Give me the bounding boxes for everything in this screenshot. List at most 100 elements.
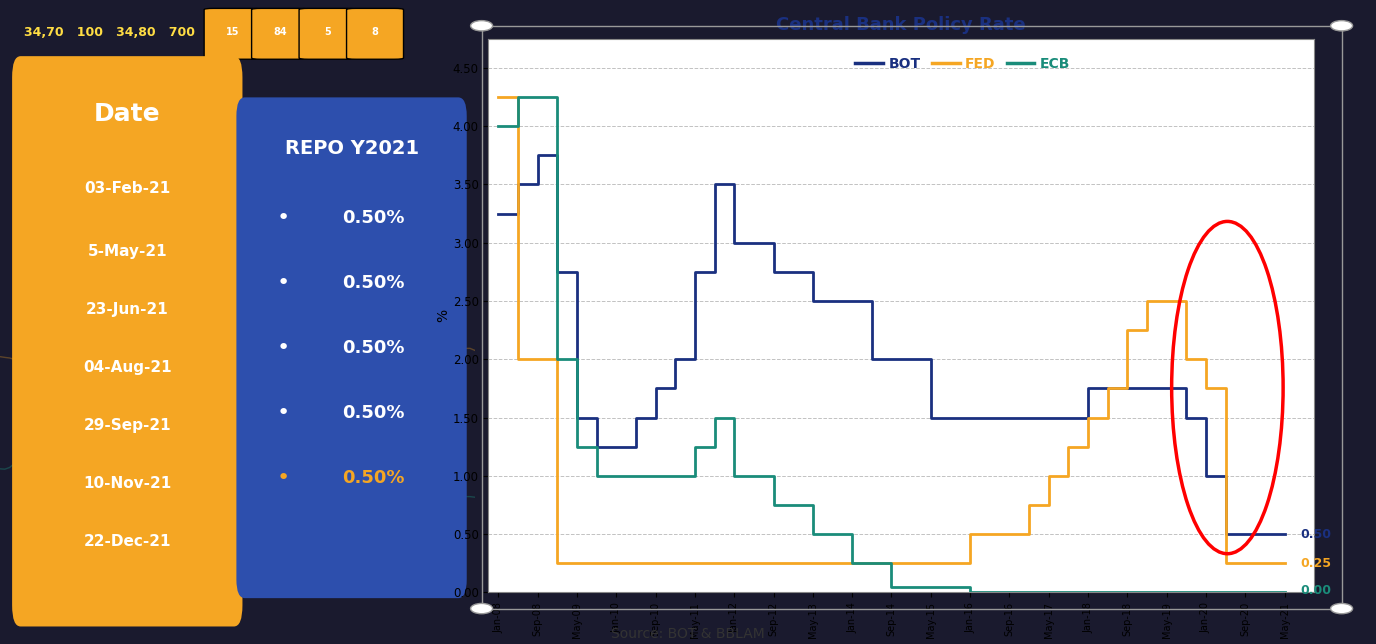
Title: Central Bank Policy Rate: Central Bank Policy Rate <box>776 16 1026 34</box>
FED <box>883 560 900 567</box>
FED <box>490 93 506 101</box>
ECB <box>608 472 625 480</box>
BOT <box>1237 530 1254 538</box>
FED <box>1002 530 1018 538</box>
FED <box>1178 355 1194 363</box>
ECB <box>1060 589 1076 596</box>
Text: •: • <box>277 208 290 228</box>
ECB <box>1178 589 1194 596</box>
FED <box>981 530 998 538</box>
ECB <box>883 583 900 591</box>
Text: 0.50%: 0.50% <box>341 274 405 292</box>
ECB <box>1237 589 1254 596</box>
ECB <box>1099 589 1116 596</box>
FED <box>1139 297 1156 305</box>
ECB <box>824 530 841 538</box>
ECB <box>864 560 881 567</box>
FED <box>1256 560 1273 567</box>
Text: 29-Sep-21: 29-Sep-21 <box>84 419 171 433</box>
ECB <box>687 443 703 451</box>
BOT <box>568 413 585 421</box>
BOT <box>943 413 959 421</box>
ECB <box>746 472 762 480</box>
FancyBboxPatch shape <box>299 8 356 59</box>
BOT <box>1218 530 1234 538</box>
Text: 04-Aug-21: 04-Aug-21 <box>83 360 172 375</box>
BOT <box>805 297 821 305</box>
FED <box>568 560 585 567</box>
BOT <box>1060 413 1076 421</box>
BOT <box>627 413 644 421</box>
Text: 0.25: 0.25 <box>1300 557 1332 570</box>
FED <box>962 530 978 538</box>
Text: 23-Jun-21: 23-Jun-21 <box>85 302 169 317</box>
ECB <box>706 413 722 421</box>
Y-axis label: %: % <box>436 309 450 322</box>
Text: 0.50%: 0.50% <box>341 209 405 227</box>
Text: 15: 15 <box>226 27 239 37</box>
ECB <box>549 355 566 363</box>
FED <box>765 560 782 567</box>
Text: 34,70   100   34,80   700   35: 34,70 100 34,80 700 35 <box>23 26 226 39</box>
Text: 8: 8 <box>372 27 378 37</box>
BOT <box>843 297 860 305</box>
FancyBboxPatch shape <box>204 8 261 59</box>
Text: 0.50: 0.50 <box>1300 527 1332 541</box>
BOT <box>687 268 703 276</box>
ECB <box>805 530 821 538</box>
BOT <box>1256 530 1273 538</box>
ECB <box>530 93 546 101</box>
FED <box>1277 560 1293 567</box>
ECB <box>1139 589 1156 596</box>
BOT <box>1159 384 1175 392</box>
BOT <box>903 355 919 363</box>
ECB <box>784 501 801 509</box>
BOT <box>824 297 841 305</box>
Text: 03-Feb-21: 03-Feb-21 <box>84 181 171 196</box>
FED <box>1060 443 1076 451</box>
ECB <box>627 472 644 480</box>
ECB <box>1080 589 1097 596</box>
BOT <box>706 180 722 188</box>
ECB <box>943 583 959 591</box>
FED <box>864 560 881 567</box>
FED <box>608 560 625 567</box>
BOT <box>1139 384 1156 392</box>
ECB <box>490 122 506 130</box>
FED <box>824 560 841 567</box>
FED <box>667 560 684 567</box>
FED <box>1159 297 1175 305</box>
BOT <box>1021 413 1038 421</box>
FED <box>627 560 644 567</box>
BOT <box>647 384 663 392</box>
Text: 0.50%: 0.50% <box>341 404 405 422</box>
Line: ECB: ECB <box>498 97 1285 592</box>
FED <box>1237 560 1254 567</box>
Text: •: • <box>277 273 290 293</box>
Text: 84: 84 <box>274 27 288 37</box>
ECB <box>1277 589 1293 596</box>
Legend: BOT, FED, ECB: BOT, FED, ECB <box>849 51 1076 76</box>
BOT <box>1119 384 1135 392</box>
ECB <box>1119 589 1135 596</box>
ECB <box>1218 589 1234 596</box>
FED <box>1099 384 1116 392</box>
FED <box>509 355 526 363</box>
BOT <box>883 355 900 363</box>
Line: BOT: BOT <box>498 155 1285 534</box>
BOT <box>922 413 938 421</box>
BOT <box>962 413 978 421</box>
ECB <box>509 93 526 101</box>
Text: 0.50%: 0.50% <box>341 469 405 487</box>
FED <box>922 560 938 567</box>
BOT <box>765 268 782 276</box>
FED <box>943 560 959 567</box>
BOT <box>981 413 998 421</box>
Text: REPO Y2021: REPO Y2021 <box>285 139 418 158</box>
ECB <box>568 443 585 451</box>
FED <box>1080 413 1097 421</box>
FED <box>1119 327 1135 334</box>
ECB <box>1256 589 1273 596</box>
FED <box>843 560 860 567</box>
BOT <box>727 239 743 247</box>
